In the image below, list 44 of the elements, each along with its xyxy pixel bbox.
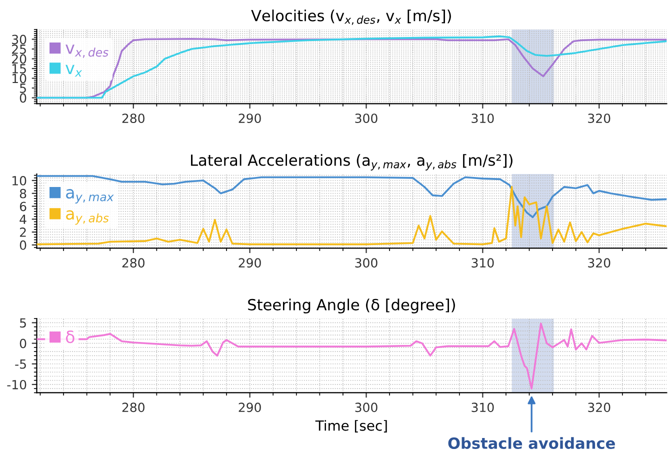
x-tick-label: 280 (122, 258, 144, 268)
x-tick-label: 280 (122, 402, 144, 412)
y-tick-label: 0 (20, 338, 26, 348)
y-tick-label: 0 (20, 93, 26, 103)
chart-title: Steering Angle (δ [degree]) (248, 298, 455, 314)
line-series (36, 186, 667, 246)
legend-label: v$_{x}$ (66, 64, 82, 77)
legend-label: v$_{x,des}$ (66, 44, 108, 58)
legend-label: a$_{y,max}$ (66, 189, 114, 204)
chart-title: Lateral Accelerations (a$_{y,max}$, a$_{y,abs}$ [m/s²]) (191, 154, 512, 170)
x-tick-label: 320 (588, 114, 610, 124)
x-tick-label: 310 (472, 402, 494, 412)
x-tick-label: 290 (238, 258, 261, 268)
legend-label: δ (66, 330, 74, 344)
x-tick-label: 320 (588, 402, 610, 412)
y-tick-label: 20 (12, 54, 26, 64)
y-tick-label: 15 (12, 64, 26, 74)
x-tick-label: 280 (122, 114, 144, 124)
y-tick-label: -10 (7, 380, 26, 390)
x-tick-label: 310 (472, 258, 494, 268)
y-tick-label: 25 (12, 44, 26, 54)
x-tick-label: 320 (588, 258, 610, 268)
y-tick-label: 5 (20, 318, 26, 328)
chart-title: Velocities (v$_{x,des}$, v$_{x}$ [m/s]) (251, 10, 451, 25)
y-tick-label: 10 (12, 176, 26, 186)
x-tick-label: 310 (472, 114, 494, 124)
line-series (36, 322, 667, 390)
x-tick-label: 300 (355, 402, 378, 412)
y-tick-label: -5 (15, 360, 26, 369)
x-tick-label: 300 (355, 114, 378, 124)
y-tick-label: 0 (20, 240, 26, 250)
y-tick-label: 10 (12, 74, 26, 84)
x-axis-title: Time [sec] (315, 420, 387, 432)
y-tick-label: 5 (20, 84, 26, 93)
legend-label: a$_{y,abs}$ (66, 210, 109, 225)
x-tick-label: 290 (238, 402, 261, 412)
y-tick-label: 4 (20, 214, 26, 224)
x-tick-label: 300 (355, 258, 378, 268)
y-tick-label: 8 (20, 188, 26, 198)
y-tick-label: 6 (20, 202, 26, 212)
y-tick-label: 30 (12, 34, 26, 44)
annotation: Obstacle avoidance (448, 437, 615, 449)
x-tick-label: 290 (238, 114, 261, 124)
y-tick-label: 2 (20, 228, 26, 237)
